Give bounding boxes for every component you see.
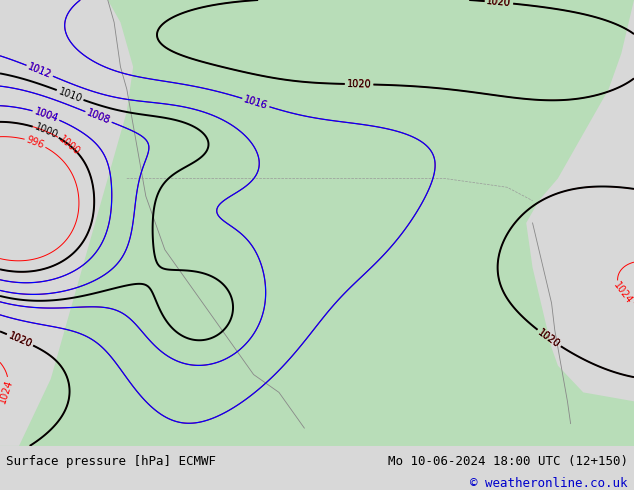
Text: 1020: 1020 <box>347 79 372 90</box>
Text: 1016: 1016 <box>243 94 269 111</box>
Text: 1004: 1004 <box>33 106 60 124</box>
Text: 1020: 1020 <box>486 0 512 8</box>
Text: 1020: 1020 <box>536 327 562 349</box>
Text: 1012: 1012 <box>27 61 53 80</box>
Text: 1020: 1020 <box>7 330 34 349</box>
Polygon shape <box>526 0 634 446</box>
Text: 1008: 1008 <box>86 108 112 126</box>
Text: 1010: 1010 <box>57 86 83 104</box>
Text: 1020: 1020 <box>347 79 372 90</box>
Text: 1012: 1012 <box>27 61 53 80</box>
Text: Mo 10-06-2024 18:00 UTC (12+150): Mo 10-06-2024 18:00 UTC (12+150) <box>387 455 628 468</box>
Text: 1000: 1000 <box>33 122 60 141</box>
Text: 1024: 1024 <box>612 281 634 306</box>
Text: 1020: 1020 <box>7 330 34 349</box>
Text: 1020: 1020 <box>536 327 562 349</box>
Text: Surface pressure [hPa] ECMWF: Surface pressure [hPa] ECMWF <box>6 455 216 468</box>
Text: 1024: 1024 <box>0 378 15 404</box>
Text: 1008: 1008 <box>86 108 112 126</box>
Text: 996: 996 <box>25 135 46 150</box>
Text: 1000: 1000 <box>57 134 82 157</box>
Text: 1016: 1016 <box>243 94 269 111</box>
Text: 1004: 1004 <box>33 106 60 124</box>
Polygon shape <box>0 0 133 446</box>
Text: 1020: 1020 <box>486 0 512 8</box>
Text: © weatheronline.co.uk: © weatheronline.co.uk <box>470 477 628 490</box>
